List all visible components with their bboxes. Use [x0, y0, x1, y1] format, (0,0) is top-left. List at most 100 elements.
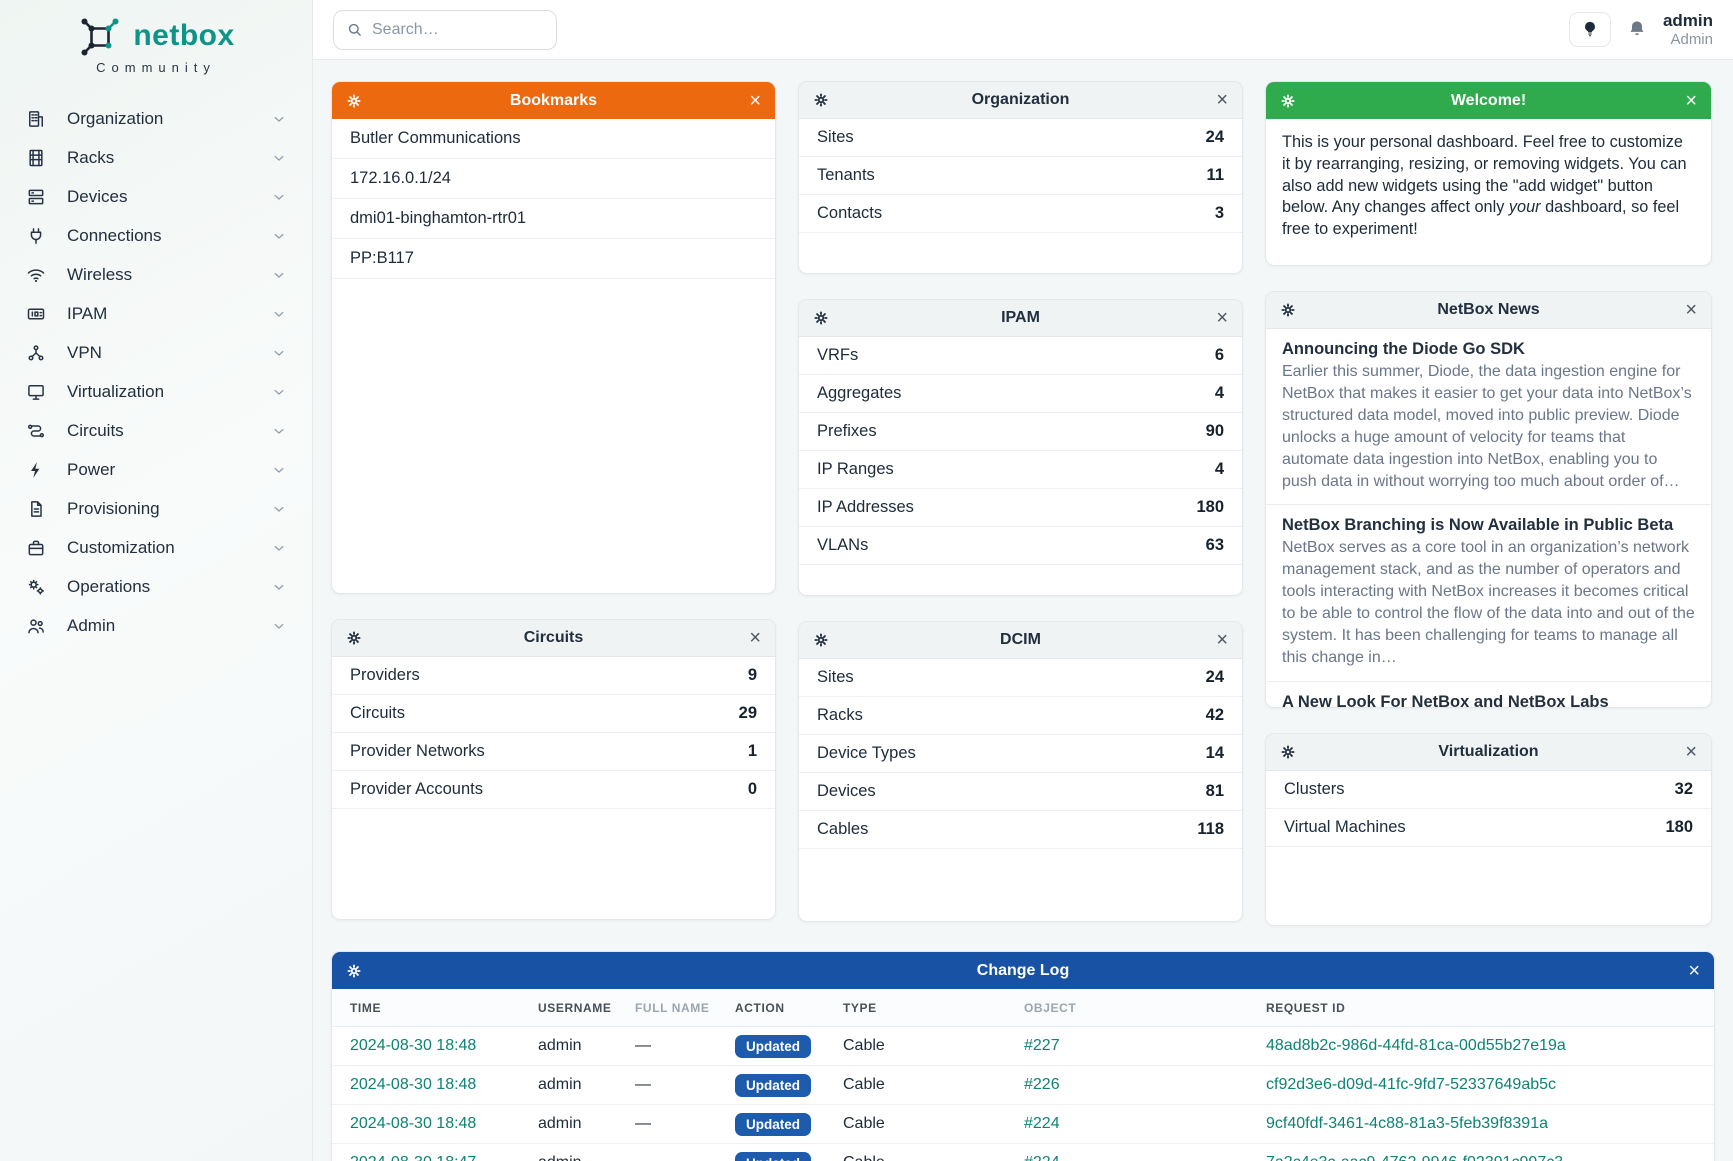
widget-title: Change Log	[976, 961, 1070, 979]
lightbulb-icon	[1585, 22, 1595, 37]
column-header-action[interactable]: Action	[735, 1000, 785, 1015]
sidebar-item-customization[interactable]: Customization	[0, 528, 312, 567]
sidebar-item-racks[interactable]: Racks	[0, 138, 312, 177]
change-time-link[interactable]: 2024-08-30 18:48	[350, 1115, 477, 1132]
close-icon[interactable]: ×	[1216, 629, 1228, 651]
gear-icon[interactable]	[346, 630, 362, 646]
bookmark-link[interactable]: PP:B117	[332, 239, 775, 279]
stat-row[interactable]: Devices 81	[799, 773, 1242, 811]
gear-icon[interactable]	[813, 92, 829, 108]
sidebar-item-operations[interactable]: Operations	[0, 567, 312, 606]
change-full-name: —	[635, 1076, 651, 1093]
change-time-link[interactable]: 2024-08-30 18:47	[350, 1154, 538, 1161]
stat-label: Prefixes	[817, 422, 877, 440]
bookmark-link[interactable]: Butler Communications	[332, 119, 775, 159]
close-icon[interactable]: ×	[1685, 89, 1697, 112]
stat-row[interactable]: Device Types 14	[799, 735, 1242, 773]
gear-icon[interactable]	[1280, 302, 1296, 318]
stat-label: Aggregates	[817, 384, 902, 402]
stat-row[interactable]: Sites 24	[799, 119, 1242, 157]
stat-row[interactable]: VLANs 63	[799, 527, 1242, 565]
change-request-id-link[interactable]: cf92d3e6-d09d-41fc-9fd7-52337649ab5c	[1266, 1076, 1557, 1093]
sidebar-item-organization[interactable]: Organization	[0, 99, 312, 138]
user-menu[interactable]: admin Admin	[1663, 11, 1713, 48]
sidebar-item-power[interactable]: Power	[0, 450, 312, 489]
sidebar-item-virtualization[interactable]: Virtualization	[0, 372, 312, 411]
sidebar-item-admin[interactable]: Admin	[0, 606, 312, 645]
stat-row[interactable]: Clusters 32	[1266, 771, 1711, 809]
stat-row[interactable]: Provider Accounts 0	[332, 771, 775, 809]
change-request-id-link[interactable]: 7a2c4e3c-aac9-4762-9946-f02391c997c3	[1266, 1154, 1696, 1161]
stat-value: 81	[1205, 782, 1224, 800]
gear-icon[interactable]	[1280, 93, 1296, 109]
change-object-link[interactable]: #224	[1024, 1154, 1266, 1161]
stat-row[interactable]: Sites 24	[799, 659, 1242, 697]
stat-row[interactable]: Aggregates 4	[799, 375, 1242, 413]
gear-icon[interactable]	[346, 963, 362, 979]
column-header-full-name[interactable]: Full Name	[635, 1000, 710, 1015]
virtualization-widget-header: Virtualization ×	[1266, 734, 1711, 771]
stat-label: Racks	[817, 706, 863, 724]
stat-row[interactable]: IP Addresses 180	[799, 489, 1242, 527]
notifications-bell-icon[interactable]	[1627, 19, 1647, 39]
close-icon[interactable]: ×	[749, 627, 761, 649]
stat-row[interactable]: Provider Networks 1	[332, 733, 775, 771]
sidebar-item-circuits[interactable]: Circuits	[0, 411, 312, 450]
change-log-header-row: Time Username Full Name Action Type Object Req…	[332, 989, 1714, 1027]
gear-icon[interactable]	[813, 310, 829, 326]
bookmark-link[interactable]: dmi01-binghamton-rtr01	[332, 199, 775, 239]
close-icon[interactable]: ×	[1216, 307, 1228, 329]
sidebar-item-devices[interactable]: Devices	[0, 177, 312, 216]
search-box[interactable]	[333, 9, 557, 50]
sidebar-item-connections[interactable]: Connections	[0, 216, 312, 255]
chevron-down-icon	[272, 580, 286, 594]
close-icon[interactable]: ×	[1685, 299, 1697, 321]
close-icon[interactable]: ×	[749, 89, 761, 112]
stat-row[interactable]: Providers 9	[332, 657, 775, 695]
bookmark-link[interactable]: 172.16.0.1/24	[332, 159, 775, 199]
brand[interactable]: netbox Community	[0, 0, 312, 81]
stat-row[interactable]: Contacts 3	[799, 195, 1242, 233]
stat-row[interactable]: Racks 42	[799, 697, 1242, 735]
widget-title: IPAM	[1001, 309, 1040, 326]
stat-row[interactable]: Cables 118	[799, 811, 1242, 849]
news-story-title[interactable]: A New Look For NetBox and NetBox Labs	[1282, 692, 1609, 708]
change-time-link[interactable]: 2024-08-30 18:48	[350, 1076, 477, 1093]
news-widget-header: NetBox News ×	[1266, 292, 1711, 329]
column-header-request-id[interactable]: Request ID	[1266, 1000, 1346, 1015]
sidebar-item-provisioning[interactable]: Provisioning	[0, 489, 312, 528]
column-header-type[interactable]: Type	[843, 1000, 877, 1015]
news-story-title[interactable]: Announcing the Diode Go SDK	[1282, 340, 1525, 358]
change-type: Cable	[843, 1115, 885, 1132]
search-input[interactable]	[372, 20, 544, 39]
close-icon[interactable]: ×	[1216, 89, 1228, 111]
circuit-icon	[26, 420, 47, 441]
change-request-id-link[interactable]: 9cf40fdf-3461-4c88-81a3-5feb39f8391a	[1266, 1115, 1548, 1132]
sidebar-item-wireless[interactable]: Wireless	[0, 255, 312, 294]
stat-row[interactable]: IP Ranges 4	[799, 451, 1242, 489]
sidebar-item-label: IPAM	[67, 303, 108, 323]
gear-icon[interactable]	[1280, 744, 1296, 760]
change-object-link[interactable]: #226	[1024, 1076, 1060, 1093]
stat-row[interactable]: VRFs 6	[799, 337, 1242, 375]
gear-icon[interactable]	[813, 632, 829, 648]
change-object-link[interactable]: #224	[1024, 1115, 1060, 1132]
change-object-link[interactable]: #227	[1024, 1037, 1060, 1054]
theme-toggle-button[interactable]	[1568, 11, 1611, 47]
close-icon[interactable]: ×	[1685, 741, 1697, 763]
change-time-link[interactable]: 2024-08-30 18:48	[350, 1037, 477, 1054]
stat-row[interactable]: Circuits 29	[332, 695, 775, 733]
sidebar-item-vpn[interactable]: VPN	[0, 333, 312, 372]
column-header-time[interactable]: Time	[350, 1000, 382, 1015]
stat-row[interactable]: Prefixes 90	[799, 413, 1242, 451]
column-header-username[interactable]: Username	[538, 1000, 612, 1015]
stat-row[interactable]: Virtual Machines 180	[1266, 809, 1711, 847]
close-icon[interactable]: ×	[1688, 959, 1700, 982]
column-header-object[interactable]: Object	[1024, 1000, 1077, 1015]
stat-row[interactable]: Tenants 11	[799, 157, 1242, 195]
change-request-id-link[interactable]: 48ad8b2c-986d-44fd-81ca-00d55b27e19a	[1266, 1037, 1566, 1054]
gear-icon[interactable]	[346, 93, 362, 109]
sidebar-item-ipam[interactable]: IPAM	[0, 294, 312, 333]
bolt-icon	[26, 459, 47, 480]
news-story-title[interactable]: NetBox Branching is Now Available in Pub…	[1282, 516, 1674, 535]
